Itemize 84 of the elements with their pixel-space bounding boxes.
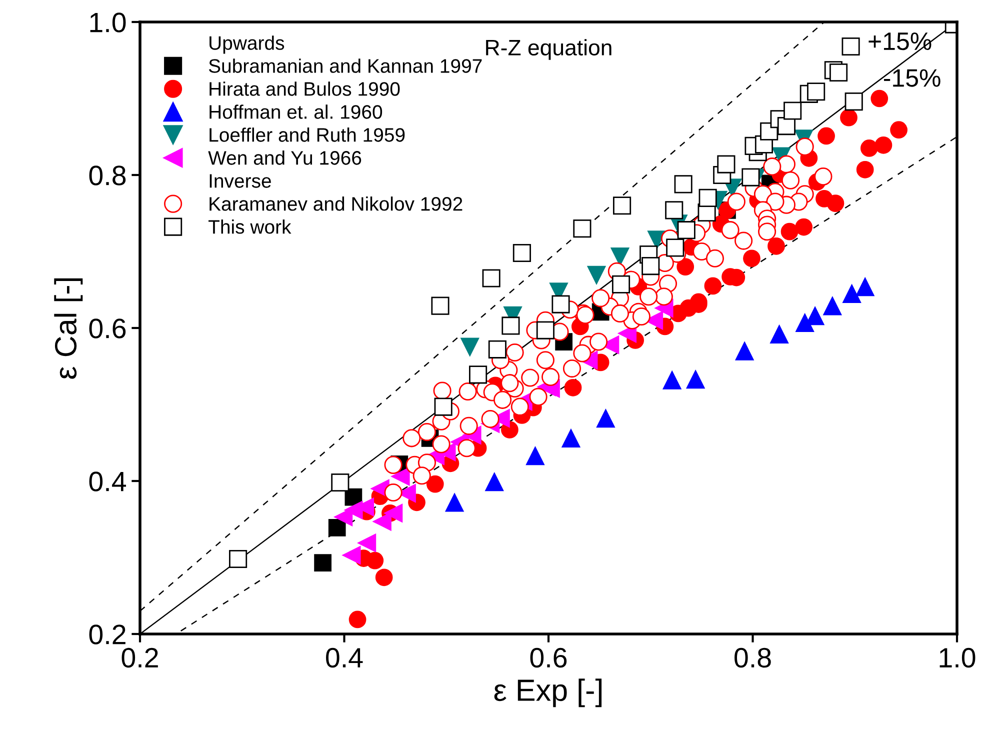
- point: [596, 408, 616, 428]
- point: [768, 237, 785, 255]
- point: [666, 238, 684, 257]
- point: [795, 313, 814, 332]
- point: [488, 340, 506, 358]
- point: [342, 546, 361, 565]
- point: [612, 275, 630, 294]
- point: [844, 92, 863, 111]
- point: [526, 446, 545, 466]
- point: [384, 504, 403, 523]
- point: [823, 296, 842, 316]
- point: [564, 378, 582, 396]
- point: [826, 194, 844, 212]
- point: [717, 155, 736, 174]
- y-tick-label: 0.6: [89, 318, 126, 338]
- point: [704, 277, 722, 295]
- legend-label: Loeffler and Ruth 1959: [210, 128, 405, 142]
- point: [842, 284, 862, 303]
- annotation: Inverse: [210, 174, 271, 188]
- point: [840, 108, 858, 126]
- point: [573, 220, 592, 238]
- point: [698, 188, 717, 207]
- x-tick-label: 1.0: [940, 648, 976, 668]
- point: [743, 250, 760, 268]
- point: [469, 366, 488, 384]
- point: [484, 472, 504, 492]
- annotation: R-Z equation: [486, 39, 612, 60]
- point: [314, 554, 332, 572]
- point: [434, 398, 452, 416]
- legend-label: Karamanev and Nikolov 1992: [210, 196, 462, 211]
- y-tick-label: 0.4: [89, 472, 126, 492]
- point: [587, 266, 606, 285]
- point: [366, 552, 384, 570]
- point: [677, 221, 696, 240]
- legend-label: Hirata and Bulos 1990: [210, 82, 400, 96]
- point: [662, 370, 682, 390]
- x-tick-label: 0.8: [734, 648, 771, 668]
- point: [780, 222, 798, 240]
- x-tick-label: 0.6: [530, 648, 567, 668]
- annotation: +15%: [868, 32, 932, 50]
- annotation: -15%: [884, 69, 940, 87]
- point: [331, 474, 350, 492]
- point: [552, 295, 570, 314]
- point: [830, 63, 848, 82]
- point: [536, 321, 554, 340]
- legend-label: This work: [208, 220, 292, 234]
- y-tick-label: 0.8: [89, 166, 126, 186]
- point: [676, 258, 694, 276]
- point: [391, 467, 410, 486]
- y-axis-title: ε Cal [-]: [54, 278, 83, 379]
- point: [460, 338, 480, 357]
- point: [426, 475, 444, 493]
- point: [784, 102, 802, 120]
- legend-label: Subramanian and Kannan 1997: [208, 58, 482, 73]
- x-axis-title: ε Exp [-]: [494, 678, 602, 708]
- point: [348, 610, 366, 628]
- point: [742, 168, 760, 186]
- point: [856, 160, 874, 178]
- point: [856, 277, 874, 296]
- point: [665, 201, 684, 220]
- annotation: Upwards: [210, 36, 284, 54]
- legend-label: Wen and Yu 1966: [208, 150, 362, 165]
- x-tick-label: 0.2: [122, 648, 158, 668]
- point: [770, 324, 789, 344]
- point: [735, 342, 754, 360]
- point: [562, 428, 580, 448]
- point: [328, 518, 346, 536]
- point: [807, 82, 826, 101]
- legend-label: Hoffman et. al. 1960: [210, 104, 382, 119]
- point: [870, 90, 888, 108]
- point: [874, 136, 892, 154]
- y-tick-label: 0.2: [89, 624, 126, 644]
- y-tick-label: 1.0: [90, 12, 126, 32]
- point: [502, 316, 520, 335]
- point: [860, 140, 878, 157]
- point: [890, 121, 908, 139]
- point: [357, 534, 376, 552]
- point: [375, 568, 393, 586]
- point: [445, 493, 464, 512]
- point: [642, 257, 660, 276]
- point: [795, 218, 812, 236]
- x-tick-label: 0.4: [326, 648, 363, 668]
- point: [818, 127, 835, 145]
- point: [686, 370, 705, 389]
